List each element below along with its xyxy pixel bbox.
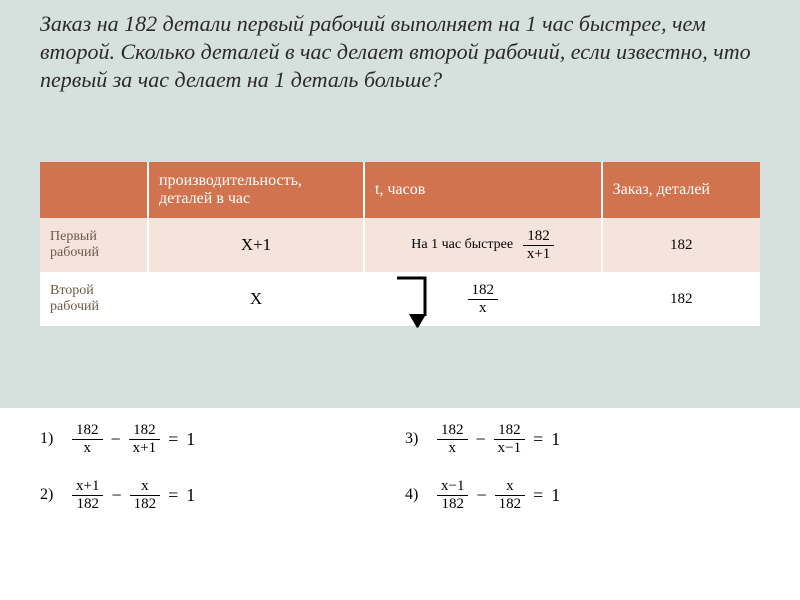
answer-label: 3) (405, 431, 423, 447)
fraction: 182 x (437, 422, 468, 456)
row-label: Первый рабочий (40, 218, 148, 272)
data-table: производительность, деталей в час t, час… (40, 162, 760, 326)
time-fraction: 182 x (468, 282, 499, 316)
problem-text: Заказ на 182 детали первый рабочий выпол… (40, 10, 760, 94)
rhs: 1 (551, 429, 560, 450)
time-note: На 1 час быстрее (411, 237, 513, 253)
rhs: 1 (186, 429, 195, 450)
table-band: производительность, деталей в час t, час… (0, 176, 800, 408)
answer-option-1: 1) 182 x − 182 x+1 = 1 (40, 422, 395, 456)
fraction: x 182 (495, 478, 526, 512)
fraction: 182 x+1 (129, 422, 160, 456)
equals-sign: = (168, 429, 178, 450)
header-productivity: производительность, деталей в час (148, 162, 364, 218)
rhs: 1 (551, 485, 560, 506)
minus-sign: − (476, 429, 486, 450)
answer-option-2: 2) x+1 182 − x 182 = 1 (40, 478, 395, 512)
row-order: 182 (602, 218, 760, 272)
row-time: 182 x (364, 272, 602, 326)
equals-sign: = (168, 485, 178, 506)
answer-label: 4) (405, 487, 423, 503)
time-fraction: 182 x+1 (523, 228, 554, 262)
fraction: 182 x−1 (494, 422, 525, 456)
problem-band: Заказ на 182 детали первый рабочий выпол… (0, 0, 800, 176)
answer-option-3: 3) 182 x − 182 x−1 = 1 (405, 422, 760, 456)
row-label: Второй рабочий (40, 272, 148, 326)
answer-label: 1) (40, 431, 58, 447)
header-order: Заказ, деталей (602, 162, 760, 218)
row-time: На 1 час быстрее 182 x+1 (364, 218, 602, 272)
minus-sign: − (111, 485, 121, 506)
fraction: x+1 182 (72, 478, 103, 512)
row-productivity: X+1 (148, 218, 364, 272)
equals-sign: = (533, 429, 543, 450)
header-blank (40, 162, 148, 218)
header-time: t, часов (364, 162, 602, 218)
answer-label: 2) (40, 487, 58, 503)
table-row: Первый рабочий X+1 На 1 час быстрее 182 … (40, 218, 760, 272)
answers-area: 1) 182 x − 182 x+1 = 1 3) 182 x (0, 408, 800, 600)
rhs: 1 (186, 485, 195, 506)
table-row: Второй рабочий X 182 x 182 (40, 272, 760, 326)
minus-sign: − (111, 429, 121, 450)
equals-sign: = (533, 485, 543, 506)
answer-option-4: 4) x−1 182 − x 182 = 1 (405, 478, 760, 512)
minus-sign: − (476, 485, 486, 506)
row-productivity: X (148, 272, 364, 326)
row-order: 182 (602, 272, 760, 326)
fraction: x−1 182 (437, 478, 468, 512)
fraction: x 182 (130, 478, 161, 512)
fraction: 182 x (72, 422, 103, 456)
